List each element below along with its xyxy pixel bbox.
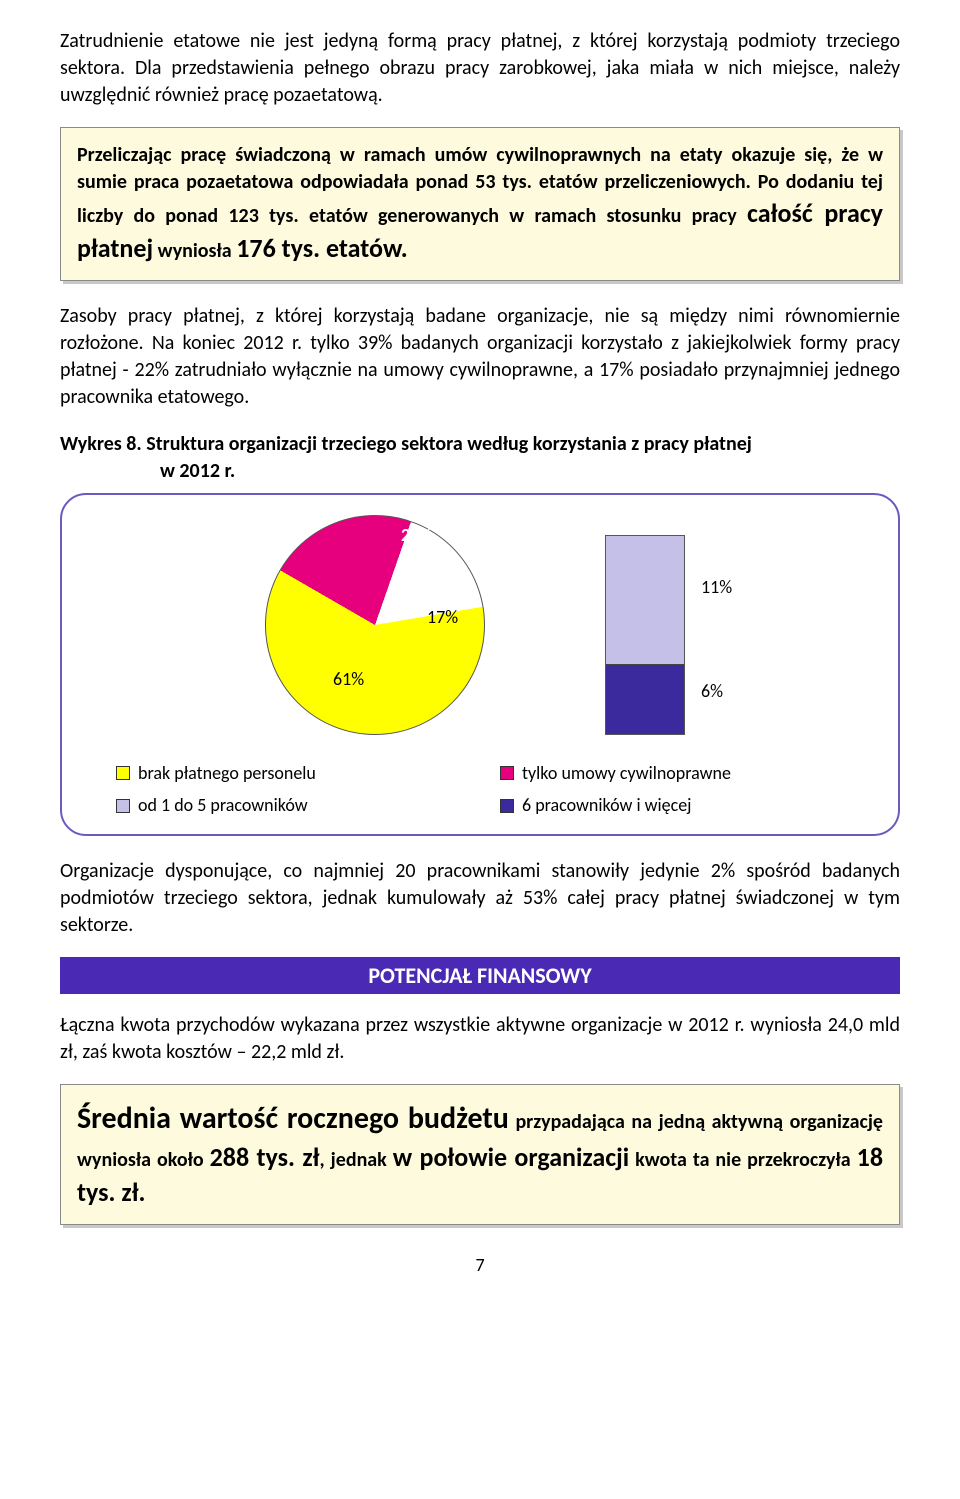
section-heading: POTENCJAŁ FINANSOWY xyxy=(60,957,900,995)
chart-title: Wykres 8. Struktura organizacji trzecieg… xyxy=(60,431,900,485)
chart-legend: brak płatnego personelu tylko umowy cywi… xyxy=(86,761,874,818)
intro-paragraph: Zatrudnienie etatowe nie jest jedyną for… xyxy=(60,28,900,109)
pie-label-17: 17% xyxy=(427,605,458,629)
paragraph-3: Organizacje dysponujące, co najmniej 20 … xyxy=(60,858,900,939)
legend-label: od 1 do 5 pracowników xyxy=(138,793,308,817)
legend-label: brak płatnego personelu xyxy=(138,761,316,785)
bar-seg-bottom xyxy=(606,664,684,734)
callout1-mid: wyniosła xyxy=(158,239,237,263)
c2-f: kwota ta nie przekroczyła xyxy=(629,1148,857,1172)
c2-d: , jednak xyxy=(320,1148,393,1172)
pie-label-61: 61% xyxy=(333,667,364,691)
bar-label-top: 11% xyxy=(701,575,732,599)
swatch-icon xyxy=(500,799,514,813)
bar-seg-top xyxy=(606,536,684,664)
chart-title-line1: Wykres 8. Struktura organizacji trzecieg… xyxy=(60,432,752,456)
paragraph-4: Łączna kwota przychodów wykazana przez w… xyxy=(60,1012,900,1066)
chart-title-line2: w 2012 r. xyxy=(60,458,900,485)
legend-label: 6 pracowników i więcej xyxy=(522,793,691,817)
legend-item: 6 pracowników i więcej xyxy=(500,793,844,817)
swatch-icon xyxy=(116,766,130,780)
callout1-big-b: 176 tys. etatów. xyxy=(236,232,408,264)
bar-graphic xyxy=(605,535,685,735)
chart-container: 22% 17% 61% 11% 6% brak płatnego persone… xyxy=(60,493,900,836)
paragraph-2: Zasoby pracy płatnej, z której korzystaj… xyxy=(60,303,900,411)
chart-row: 22% 17% 61% 11% 6% xyxy=(86,515,874,735)
c2-e: w połowie organizacji xyxy=(393,1141,629,1173)
pie-label-22: 22% xyxy=(401,523,432,547)
pie-chart: 22% 17% 61% xyxy=(235,515,515,735)
legend-label: tylko umowy cywilnoprawne xyxy=(522,761,731,785)
c2-c: 288 tys. zł xyxy=(210,1141,320,1173)
highlight-box-1: Przeliczając pracę świadczoną w ramach u… xyxy=(60,127,900,281)
highlight-box-2: Średnia wartość rocznego budżetu przypad… xyxy=(60,1084,900,1225)
legend-item: od 1 do 5 pracowników xyxy=(116,793,460,817)
legend-item: tylko umowy cywilnoprawne xyxy=(500,761,844,785)
bar-chart: 11% 6% xyxy=(605,515,725,735)
page-number: 7 xyxy=(60,1253,900,1277)
swatch-icon xyxy=(116,799,130,813)
swatch-icon xyxy=(500,766,514,780)
bar-label-bottom: 6% xyxy=(701,679,723,703)
c2-a: Średnia wartość rocznego budżetu xyxy=(77,1100,509,1137)
legend-item: brak płatnego personelu xyxy=(116,761,460,785)
